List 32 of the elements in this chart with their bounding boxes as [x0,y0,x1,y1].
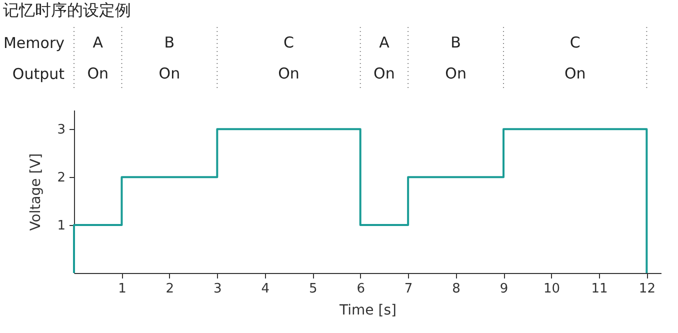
text: C [570,34,580,52]
text: B [450,34,461,52]
y-tick-label: 1 [57,218,66,234]
chart-title: 记忆时序的设定例 [2,0,131,20]
x-axis-title: Time [s] [338,302,396,318]
y-tick-label: 2 [57,170,66,186]
text: Output [12,65,65,83]
text: On [278,64,300,82]
x-tick-label: 11 [591,282,608,296]
x-tick-label: 10 [543,282,560,296]
text: On [445,64,466,82]
text: A [92,34,104,52]
y-axis-title: Voltage [V] [28,153,44,231]
x-tick-label: 5 [308,282,318,296]
text: On [158,64,180,82]
text: A [379,34,390,52]
y-tick-label: 3 [57,122,66,138]
x-tick-label: 6 [356,282,365,296]
x-tick-label: 12 [638,282,656,296]
text: Memory [3,34,65,52]
x-tick-label: 3 [214,282,222,296]
x-tick-label: 1 [118,282,126,296]
text: On [87,64,109,82]
text: C [284,34,294,52]
x-tick-label: 9 [500,282,508,296]
x-tick-label: 2 [166,282,174,296]
text: On [374,64,395,82]
x-tick-label: 4 [261,282,270,296]
x-tick-label: 7 [404,282,413,296]
text: B [164,34,175,52]
text: On [564,64,586,82]
x-tick-label: 8 [452,282,460,296]
